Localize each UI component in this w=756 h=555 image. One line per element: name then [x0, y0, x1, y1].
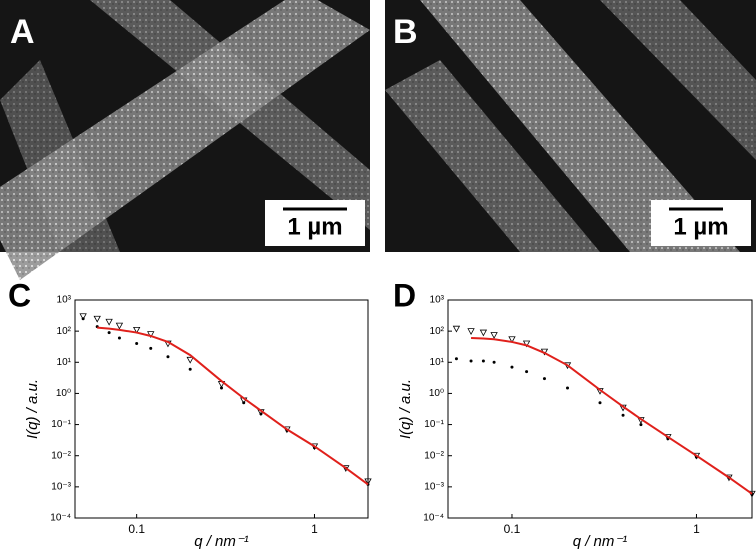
panel-label: A	[10, 13, 35, 51]
scale-bar-label: 1 µm	[287, 213, 342, 240]
y-tick-label: 10⁻⁴	[423, 513, 444, 524]
triangle-marker	[186, 356, 194, 364]
triangle-marker	[479, 329, 488, 337]
panel-label: D	[393, 277, 416, 313]
dot-marker	[525, 370, 529, 374]
triangle-marker	[105, 318, 113, 326]
triangle-marker	[467, 328, 475, 335]
dot-marker	[259, 412, 263, 416]
dot-marker	[542, 377, 546, 381]
y-tick-label: 10⁻¹	[424, 419, 444, 430]
dot-marker	[454, 357, 458, 361]
y-tick-label: 10⁻³	[51, 481, 71, 492]
dot-marker	[81, 317, 85, 321]
triangle-marker	[452, 325, 461, 333]
x-tick-label: 1	[693, 522, 700, 536]
y-axis-label: I(q) / a.u.	[397, 379, 414, 439]
triangle-marker	[522, 340, 531, 348]
triangle-marker	[93, 315, 101, 323]
x-tick-label: 0.1	[504, 522, 521, 536]
plot-frame	[74, 299, 369, 519]
dot-marker	[188, 367, 192, 371]
dot-marker	[220, 386, 223, 390]
dot-marker	[242, 401, 246, 405]
x-tick-label: 1	[311, 522, 318, 536]
dot-marker	[510, 365, 514, 369]
dot-marker	[469, 359, 473, 363]
y-tick-label: 10⁻²	[424, 450, 444, 461]
dot-marker	[135, 342, 139, 346]
y-tick-label: 10⁻³	[424, 481, 444, 492]
y-tick-label: 10²	[430, 326, 445, 337]
series-line	[471, 337, 753, 495]
x-axis-label: q / nm⁻¹	[194, 533, 249, 550]
dot-marker	[149, 346, 153, 350]
y-tick-label: 10³	[430, 295, 445, 306]
dot-marker	[166, 355, 170, 359]
dot-marker	[481, 359, 485, 363]
x-axis-label: q / nm⁻¹	[573, 533, 628, 550]
triangle-marker	[79, 313, 87, 321]
triangle-marker	[147, 331, 155, 338]
x-tick-label: 0.1	[128, 522, 145, 536]
y-tick-label: 10⁰	[56, 388, 71, 399]
panel-label: B	[393, 13, 418, 51]
y-tick-label: 10⁻²	[51, 450, 71, 461]
triangle-marker	[132, 326, 141, 334]
dot-marker	[639, 423, 643, 427]
dot-marker	[598, 401, 602, 405]
dot-marker	[492, 360, 496, 364]
y-tick-label: 10¹	[57, 357, 72, 368]
series-line	[97, 326, 369, 486]
dot-marker	[117, 336, 121, 340]
triangle-marker	[364, 478, 372, 486]
y-tick-label: 10⁻⁴	[50, 513, 71, 524]
y-tick-label: 10¹	[430, 357, 445, 368]
y-axis-label: I(q) / a.u.	[24, 379, 41, 439]
y-tick-label: 10²	[57, 326, 72, 337]
y-tick-label: 10³	[57, 295, 72, 306]
triangle-marker	[508, 336, 516, 344]
sem-image-a	[0, 0, 370, 280]
dot-marker	[621, 413, 625, 417]
triangle-marker	[748, 490, 756, 498]
dot-marker	[566, 386, 570, 390]
scale-bar-label: 1 µm	[673, 213, 728, 240]
y-tick-label: 10⁰	[429, 388, 444, 399]
dot-marker	[107, 331, 111, 335]
triangle-marker	[490, 332, 498, 339]
panel-label: C	[8, 277, 31, 313]
triangle-marker	[115, 322, 124, 330]
y-tick-label: 10⁻¹	[51, 419, 71, 430]
plot-frame	[447, 299, 753, 519]
